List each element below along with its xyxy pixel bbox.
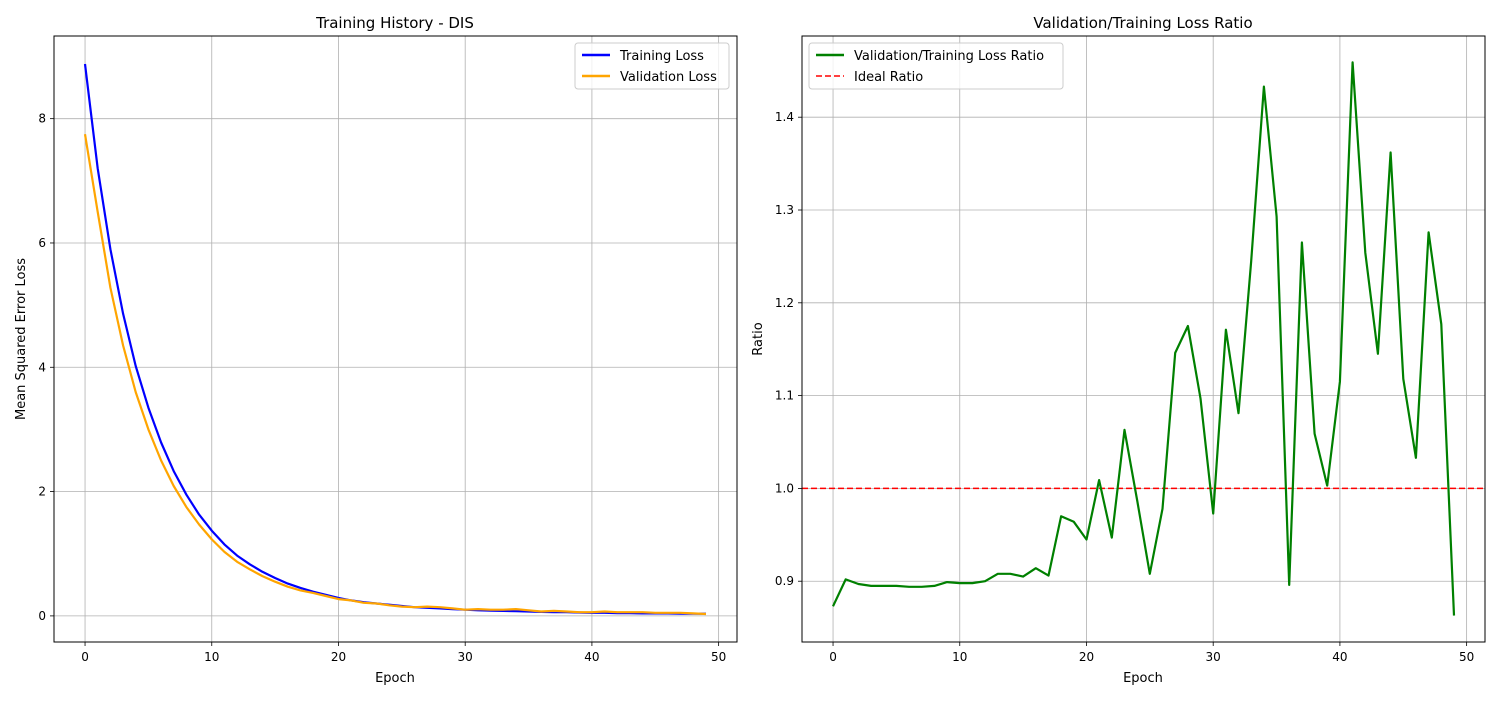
legend-box	[574, 42, 730, 90]
axes-frame	[801, 35, 1486, 643]
legend: Validation/Training Loss Ratio Ideal Rat…	[808, 42, 1064, 90]
x-tick-label: 0	[829, 650, 837, 664]
chart-title: Validation/Training Loss Ratio	[1033, 14, 1252, 32]
x-axis-label: Epoch	[375, 671, 415, 686]
x-tick-label: 0	[81, 650, 89, 664]
y-tick-label: 0.9	[775, 574, 794, 588]
training-history-panel: Training History - DIS 0 10 20 30 40 5002468 …	[14, 14, 738, 686]
legend-label-ratio: Validation/Training Loss Ratio	[854, 49, 1044, 64]
tick-marks: 0 10 20 30 40 50 0 2 4 6 8	[38, 112, 726, 664]
legend-label-ideal-ratio: Ideal Ratio	[854, 70, 923, 85]
x-tick-label: 20	[331, 650, 346, 664]
x-tick-label: 20	[1079, 650, 1094, 664]
y-tick-label: 1.1	[775, 389, 794, 403]
x-tick-label: 50	[1459, 650, 1474, 664]
x-tick-label: 50	[711, 650, 726, 664]
y-tick-label: 0	[38, 609, 46, 623]
x-tick-label: 40	[584, 650, 599, 664]
series-line-validation-loss	[83, 134, 707, 616]
y-tick-label: 2	[38, 485, 46, 499]
plot-area	[83, 63, 707, 616]
tick-marks: 0 10 20 30 40 50 0.9 1.0 1.1 1.2 1.3 1.4	[775, 110, 1474, 664]
y-tick-label: 6	[38, 236, 46, 250]
x-axis-label: Epoch	[1123, 671, 1163, 686]
x-tick-label: 10	[204, 650, 219, 664]
grid-lines	[54, 36, 737, 642]
y-axis-label: Ratio	[751, 322, 766, 355]
chart-title: Training History - DIS	[315, 14, 474, 32]
legend-label-training-loss: Training Loss	[619, 49, 704, 64]
legend: Training Loss Validation Loss	[574, 42, 730, 90]
loss-ratio-panel: Validation/Training Loss Ratio 0 10 20 30 40…	[751, 14, 1486, 686]
x-tick-label: 40	[1332, 650, 1347, 664]
y-tick-label: 1.0	[775, 481, 794, 495]
y-tick-label: 8	[38, 112, 46, 126]
legend-box	[808, 42, 1064, 90]
series-line-validation-training-loss-ratio	[832, 61, 1456, 616]
y-axis-label: Mean Squared Error Loss	[14, 258, 29, 420]
y-tick-label: 1.2	[775, 296, 794, 310]
y-tick-label: 4	[38, 360, 46, 374]
legend-label-validation-loss: Validation Loss	[620, 70, 717, 85]
x-tick-label: 30	[458, 650, 473, 664]
y-tick-label: 1.4	[775, 110, 794, 124]
x-tick-label: 10	[952, 650, 967, 664]
y-tick-label: 1.3	[775, 203, 794, 217]
x-tick-label: 30	[1206, 650, 1221, 664]
axes-frame	[53, 35, 738, 643]
plot-area	[802, 61, 1485, 616]
